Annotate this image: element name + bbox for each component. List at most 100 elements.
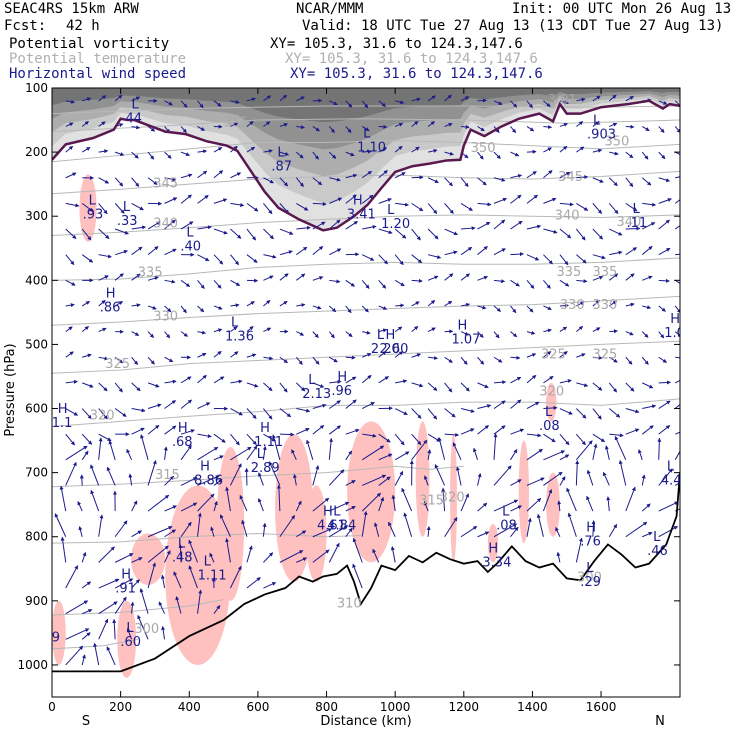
wind-vector — [65, 445, 88, 461]
wind-vector — [258, 472, 264, 486]
wind-vector — [180, 279, 191, 287]
wind-vector — [98, 275, 109, 281]
wind-vector — [279, 151, 290, 156]
wind-vector — [427, 95, 436, 102]
wind-vector — [98, 228, 110, 239]
wind-vector — [394, 254, 404, 266]
wind-vector — [575, 460, 580, 486]
isentrope-label: 345 — [153, 176, 178, 191]
wind-vector — [576, 97, 586, 102]
wind-vector — [178, 544, 183, 563]
wind-vector — [510, 151, 520, 157]
wind-vector — [428, 356, 439, 360]
wind-vector — [328, 331, 335, 339]
wind-vector — [378, 198, 392, 204]
wind-vector — [641, 126, 650, 132]
wind-vector — [213, 433, 226, 443]
wind-vector — [65, 279, 76, 286]
wind-vector — [345, 100, 353, 108]
wind-vector — [296, 331, 305, 336]
wind-vector — [411, 433, 422, 446]
wind-vector — [625, 202, 638, 212]
wind-vector — [658, 198, 672, 204]
wind-vector — [164, 331, 171, 339]
wind-vector — [164, 279, 176, 284]
hl-marker-type: H — [200, 460, 210, 475]
wind-vector — [625, 331, 634, 336]
forecast-label: Fcst: — [4, 18, 47, 34]
wind-vector — [658, 400, 671, 409]
wind-vector — [246, 326, 254, 332]
wind-vector — [295, 382, 306, 392]
isentrope-label: 330 — [560, 298, 585, 313]
wind-vector — [292, 473, 297, 486]
wind-vector — [263, 552, 274, 563]
wind-vector — [213, 500, 218, 512]
hl-marker-value: .48 — [172, 551, 193, 566]
hl-marker-value: 2.89 — [251, 461, 280, 476]
wind-vector — [213, 279, 222, 289]
wind-vector — [262, 522, 267, 537]
wind-vector — [180, 399, 193, 409]
wind-vector — [391, 494, 396, 512]
wind-vector — [576, 175, 589, 180]
hl-marker-type: L — [363, 126, 371, 141]
wind-vector — [493, 380, 507, 385]
wind-vector — [131, 177, 140, 187]
wind-vector — [411, 382, 424, 388]
wind-vector — [606, 496, 611, 512]
wind-vector — [312, 276, 324, 281]
wind-vector — [241, 519, 248, 537]
wind-vector — [147, 460, 157, 486]
y-axis-title: Pressure (hPa) — [3, 343, 18, 436]
hl-marker-value: 3.41 — [347, 208, 376, 223]
wind-vector — [173, 571, 182, 589]
y-tick-label: 600 — [25, 402, 48, 416]
wind-vector — [230, 351, 239, 358]
isentrope-label: 320 — [90, 408, 115, 423]
wind-vector — [674, 379, 680, 384]
hl-marker-type: L — [204, 555, 212, 570]
wind-vector — [114, 177, 124, 187]
x-tick-label: 800 — [315, 700, 338, 714]
wind-vector — [362, 254, 375, 261]
wind-vector — [609, 329, 618, 334]
wind-vector — [510, 505, 523, 512]
wind-vector — [444, 300, 453, 307]
wind-vector — [444, 203, 454, 214]
wind-vector — [460, 331, 469, 336]
x-tick-label: 400 — [178, 700, 201, 714]
isentrope-315 — [52, 465, 464, 488]
wind-vector — [164, 356, 174, 363]
wind-vector — [472, 447, 479, 460]
isentrope-label: 325 — [541, 348, 566, 363]
y-tick-label: 900 — [25, 594, 48, 608]
wind-vector — [230, 446, 252, 461]
wind-vector — [444, 432, 460, 437]
wind-vector — [225, 537, 231, 563]
wind-vector — [114, 249, 129, 256]
wind-vector — [328, 437, 334, 460]
hl-marker-value: 1.11 — [198, 569, 227, 584]
wind-vector — [213, 328, 223, 333]
wind-vector — [246, 577, 261, 589]
wind-vector — [658, 126, 665, 133]
wind-vector — [526, 375, 537, 384]
hl-marker-type: H — [58, 402, 68, 417]
wind-vector — [625, 226, 641, 231]
wind-vector — [345, 331, 353, 337]
y-tick-label: 200 — [25, 145, 48, 159]
wind-vector — [658, 331, 665, 339]
wind-vectors — [54, 94, 680, 666]
wind-vector — [180, 331, 189, 337]
wind-vector — [427, 203, 438, 215]
wind-vector — [329, 525, 349, 538]
wind-vector — [543, 351, 552, 358]
valid-time: Valid: 18 UTC Tue 27 Aug 13 (13 CDT Tue … — [302, 18, 724, 34]
wind-vector — [345, 355, 356, 360]
wind-vector — [604, 445, 610, 460]
wind-vector — [114, 151, 125, 156]
hl-marker-type: H — [260, 421, 270, 436]
wind-vector — [477, 221, 491, 230]
